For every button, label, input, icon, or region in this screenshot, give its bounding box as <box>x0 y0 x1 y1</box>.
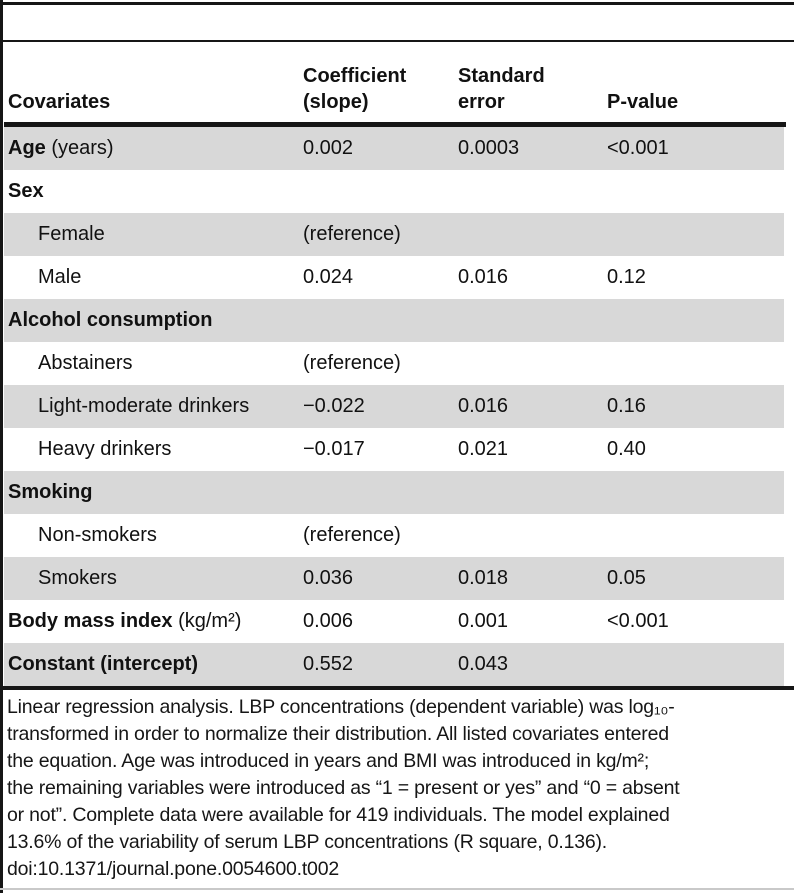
table-row: Abstainers (reference) <box>4 342 784 385</box>
table-row: Smoking <box>4 471 784 514</box>
row-label: Sex <box>4 180 303 203</box>
row-label-main: Abstainers <box>38 352 133 374</box>
table-row: Male 0.024 0.016 0.12 <box>4 256 784 299</box>
cell-coefficient: −0.022 <box>303 395 365 417</box>
doi-line: doi:10.1371/journal.pone.0054600.t002 <box>7 858 339 880</box>
row-label-main: Light-moderate drinkers <box>38 395 250 417</box>
table-row: Constant (intercept) 0.552 0.043 <box>4 643 784 686</box>
row-label: Non-smokers <box>4 524 303 547</box>
row-label-main: Sex <box>8 180 44 202</box>
row-label: Body mass index (kg/m²) <box>4 610 303 633</box>
table-row: Light-moderate drinkers −0.022 0.016 0.16 <box>4 385 784 428</box>
table-footnote: Linear regression analysis. LBP concentr… <box>7 694 791 883</box>
left-border-line <box>0 0 3 893</box>
row-label-suffix: (years) <box>45 137 114 159</box>
cell-standard-error: 0.0003 <box>458 137 520 159</box>
table-top-rule <box>0 40 794 42</box>
row-label: Light-moderate drinkers <box>4 395 303 418</box>
cell-coefficient: 0.552 <box>303 653 354 675</box>
row-label: Female <box>4 223 303 246</box>
cell-coefficient: (reference) <box>303 352 401 374</box>
cell-coefficient: 0.036 <box>303 567 354 589</box>
table-row: Alcohol consumption <box>4 299 784 342</box>
cell-coefficient: 0.002 <box>303 137 354 159</box>
table-bottom-rule <box>0 686 794 690</box>
cell-p-value: 0.12 <box>607 266 646 288</box>
table-body: Age (years) 0.002 0.0003 <0.001 Sex Female (re… <box>4 127 786 686</box>
row-label-main: Heavy drinkers <box>38 438 172 460</box>
cell-p-value: <0.001 <box>607 610 669 632</box>
cell-standard-error: 0.016 <box>458 266 509 288</box>
row-label: Constant (intercept) <box>4 653 303 676</box>
table-row: Female (reference) <box>4 213 784 256</box>
table-row: Smokers 0.036 0.018 0.05 <box>4 557 784 600</box>
row-label-main: Female <box>38 223 105 245</box>
footnote-line: or not”. Complete data were available fo… <box>7 804 670 826</box>
header-p-value: P-value <box>607 91 679 113</box>
row-label-main: Body mass index <box>8 610 173 632</box>
cell-standard-error: 0.021 <box>458 438 509 460</box>
cell-standard-error: 0.016 <box>458 395 509 417</box>
cell-coefficient: (reference) <box>303 223 401 245</box>
header-standard-error: Standard error <box>458 65 545 113</box>
cell-coefficient: −0.017 <box>303 438 365 460</box>
footnote-line: the equation. Age was introduced in year… <box>7 750 650 772</box>
cell-coefficient: (reference) <box>303 524 401 546</box>
table-row: Heavy drinkers −0.017 0.021 0.40 <box>4 428 784 471</box>
row-label: Heavy drinkers <box>4 438 303 461</box>
footnote-line: 13.6% of the variability of serum LBP co… <box>7 831 608 853</box>
cell-coefficient: 0.024 <box>303 266 354 288</box>
row-label-main: Smokers <box>38 567 117 589</box>
row-label: Alcohol consumption <box>4 309 303 332</box>
top-rule <box>0 2 794 5</box>
cell-p-value: 0.40 <box>607 438 646 460</box>
cell-standard-error: 0.018 <box>458 567 509 589</box>
cell-standard-error: 0.043 <box>458 653 509 675</box>
row-label: Smokers <box>4 567 303 590</box>
row-label: Abstainers <box>4 352 303 375</box>
footnote-line: Linear regression analysis. LBP concentr… <box>7 696 675 718</box>
row-label-main: Smoking <box>8 481 93 503</box>
row-label: Male <box>4 266 303 289</box>
cell-p-value: 0.05 <box>607 567 646 589</box>
table-row: Sex <box>4 170 784 213</box>
table-row: Body mass index (kg/m²) 0.006 0.001 <0.001 <box>4 600 784 643</box>
footnote-line: the remaining variables were introduced … <box>7 777 680 799</box>
row-label-main: Constant (intercept) <box>8 653 198 675</box>
row-label-main: Alcohol consumption <box>8 309 213 331</box>
header-covariates: Covariates <box>8 91 111 113</box>
cell-p-value: 0.16 <box>607 395 646 417</box>
footnote-line: transformed in order to normalize their … <box>7 723 669 745</box>
cell-p-value: <0.001 <box>607 137 669 159</box>
row-label-main: Non-smokers <box>38 524 157 546</box>
row-label-main: Male <box>38 266 82 288</box>
header-coefficient: Coefficient (slope) <box>303 65 407 113</box>
row-label-suffix: (kg/m²) <box>172 610 242 632</box>
table-row: Non-smokers (reference) <box>4 514 784 557</box>
row-label-main: Age <box>8 137 46 159</box>
table-header-row: Covariates Coefficient (slope) Standard … <box>4 42 786 127</box>
cell-coefficient: 0.006 <box>303 610 354 632</box>
table-row: Age (years) 0.002 0.0003 <0.001 <box>4 127 784 170</box>
cell-standard-error: 0.001 <box>458 610 509 632</box>
bottom-faint-rule <box>0 888 794 890</box>
row-label: Age (years) <box>4 137 303 160</box>
row-label: Smoking <box>4 481 303 504</box>
